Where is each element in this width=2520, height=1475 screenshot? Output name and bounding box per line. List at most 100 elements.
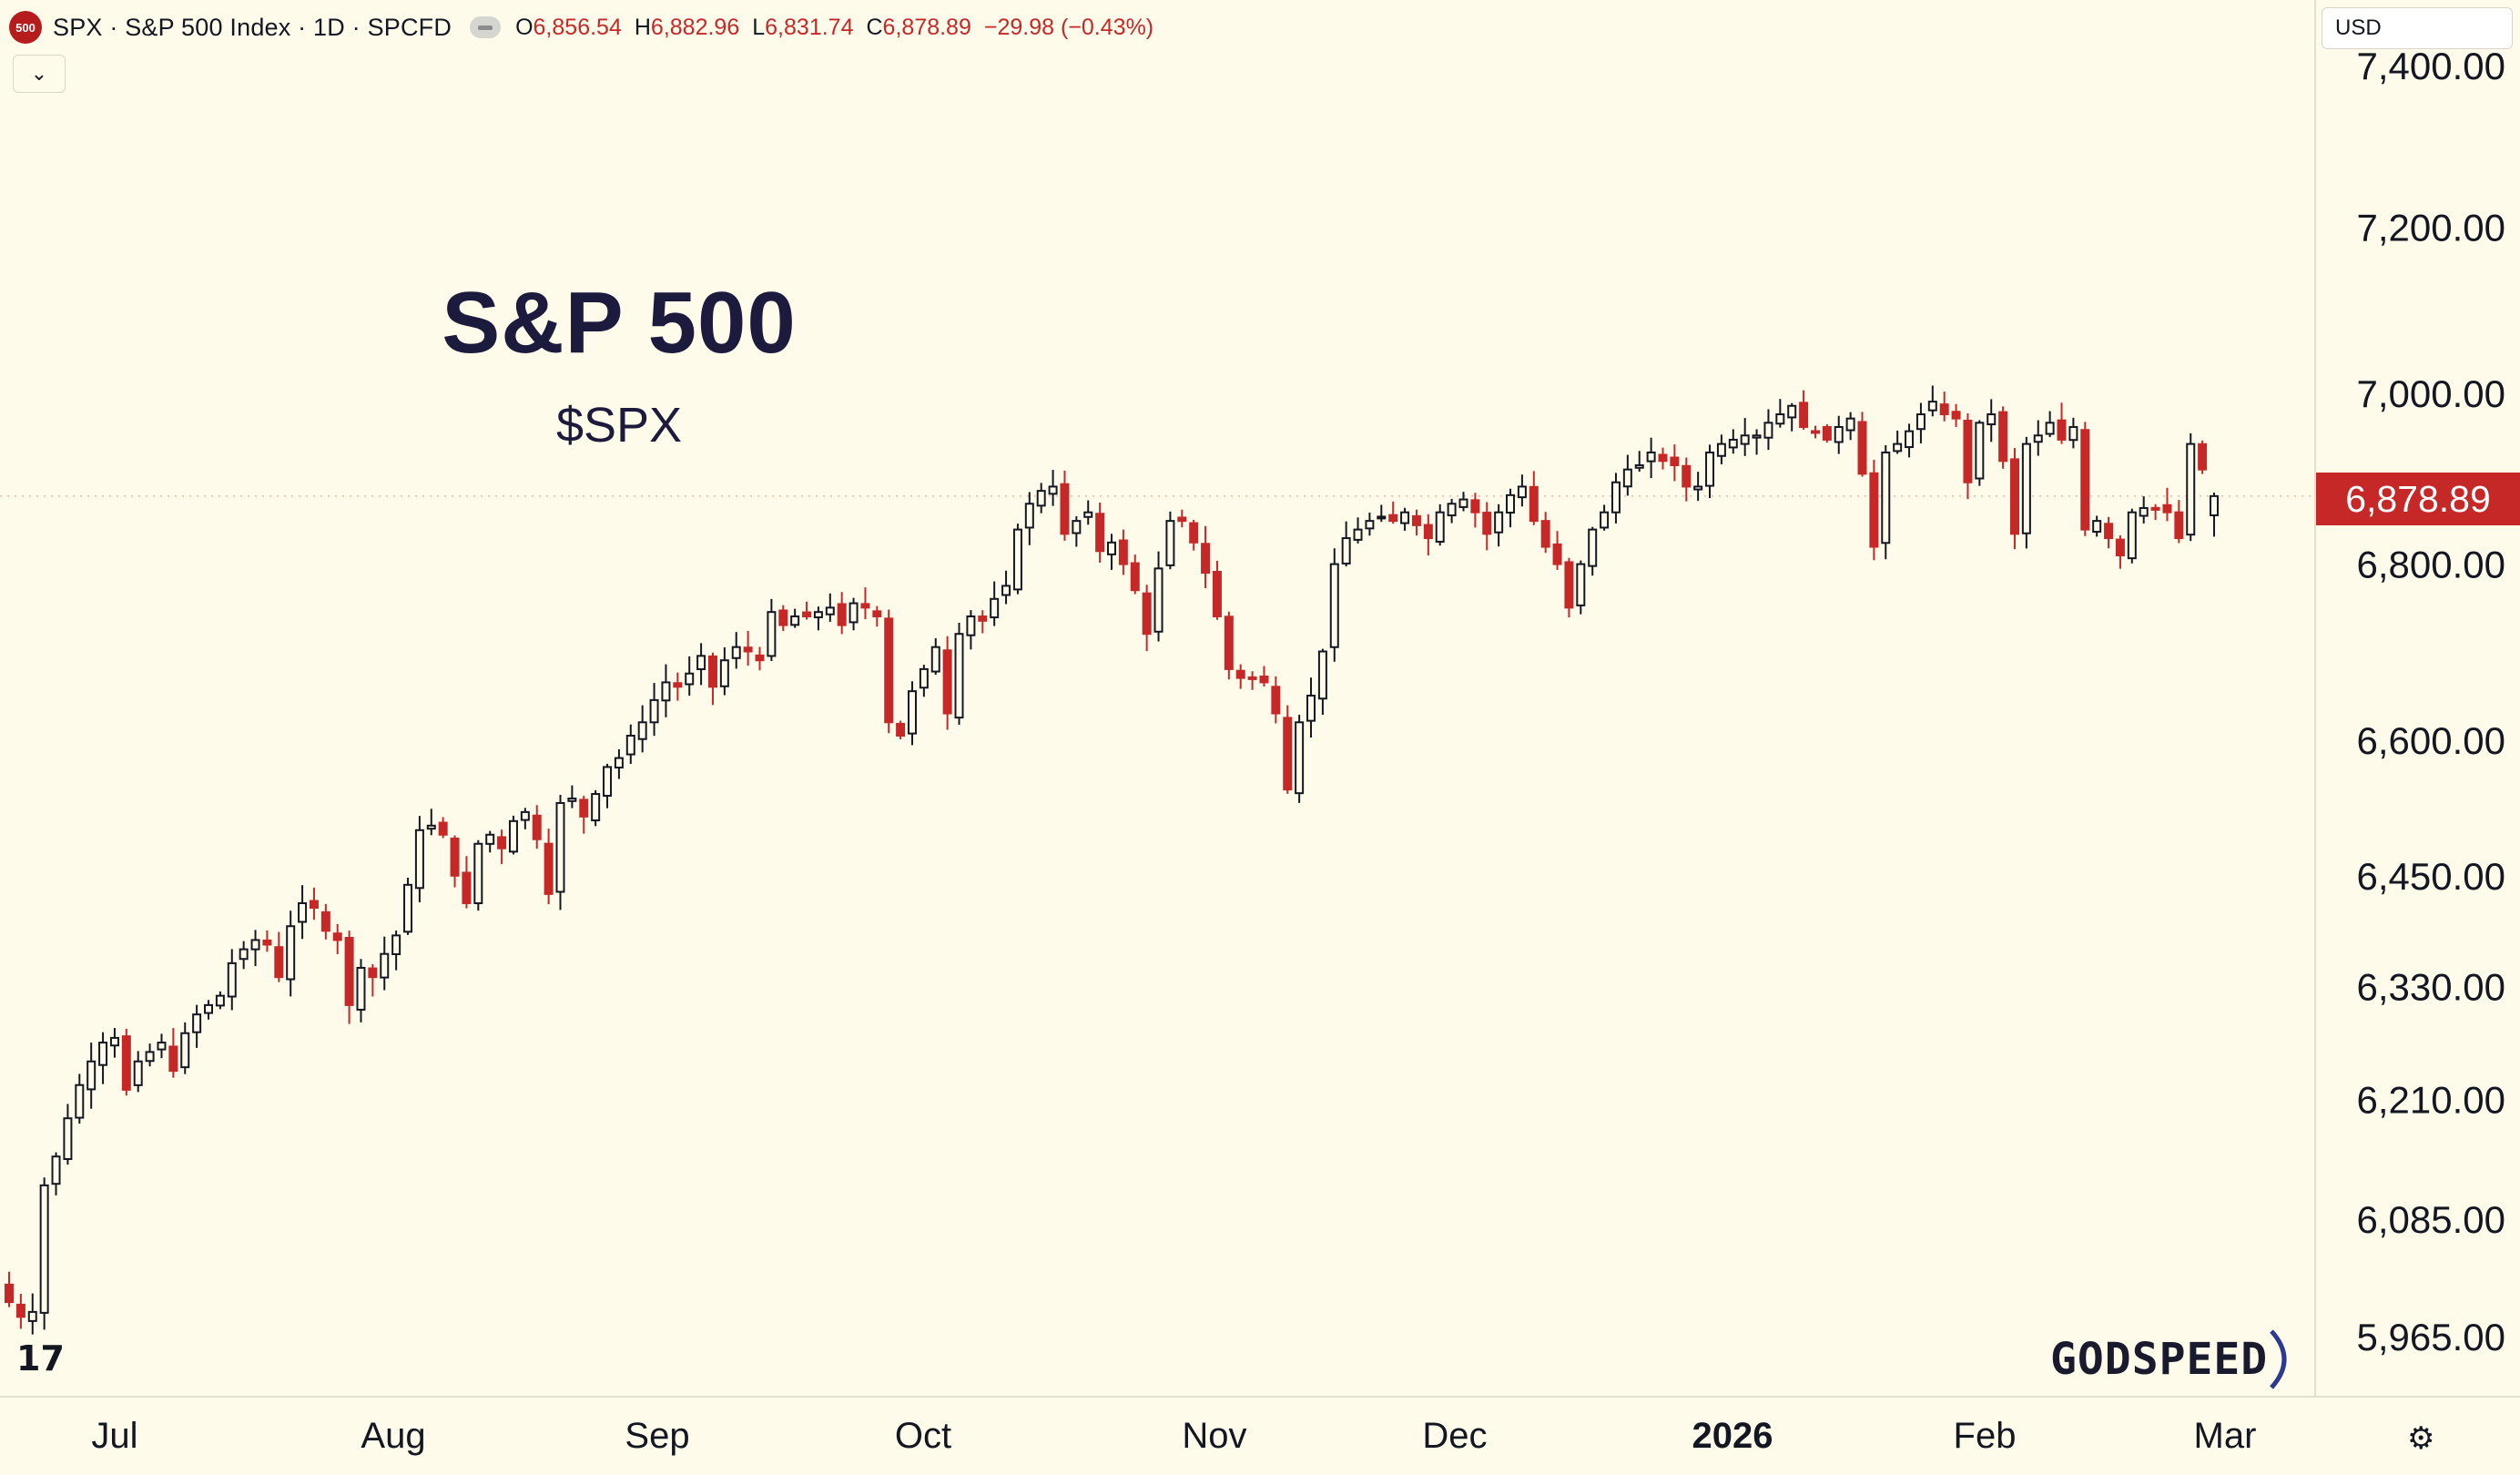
candle — [157, 1033, 167, 1059]
candle — [731, 632, 741, 669]
candle-body — [614, 757, 624, 769]
candle — [825, 593, 835, 622]
candle-body — [485, 833, 495, 845]
candle-body — [391, 934, 401, 955]
candle — [1083, 500, 1093, 525]
collapse-legend-button[interactable]: ⌄ — [13, 55, 66, 93]
candle — [1740, 418, 1750, 456]
price-tick-label: 6,600.00 — [2357, 719, 2506, 762]
candle — [778, 605, 788, 631]
candle — [391, 931, 401, 971]
candle-body — [1857, 421, 1867, 475]
candle — [2210, 493, 2219, 537]
candle-body — [1775, 413, 1785, 425]
candle — [2033, 420, 2043, 456]
candle — [1283, 705, 1293, 794]
candle — [1494, 504, 1504, 547]
candle — [872, 605, 882, 627]
candle — [907, 681, 917, 746]
ohlc-values: O6,856.54 H6,882.96 L6,831.74 C6,878.89 … — [515, 14, 1154, 40]
candle-body — [1905, 430, 1915, 449]
candle-body — [1165, 520, 1175, 566]
candle-body — [884, 617, 894, 724]
candle-body — [1130, 562, 1140, 592]
candle-body — [344, 937, 354, 1006]
candle — [625, 724, 635, 764]
candle-body — [1834, 425, 1844, 443]
candle-body — [1423, 524, 1433, 540]
candle — [813, 606, 823, 631]
candle — [239, 941, 249, 970]
candle-body — [51, 1155, 61, 1185]
candle — [1658, 447, 1668, 470]
candle-body — [1036, 490, 1046, 507]
candle — [603, 763, 613, 809]
candle — [2174, 500, 2184, 544]
candle — [685, 656, 695, 696]
candle — [614, 748, 624, 779]
candle — [262, 930, 272, 952]
symbol-title[interactable]: SPX · S&P 500 Index · 1D · SPCFD — [53, 13, 452, 41]
candle — [1329, 548, 1339, 662]
candle-body — [919, 667, 929, 689]
candle — [1705, 444, 1715, 499]
candle — [2080, 422, 2090, 536]
candle-body — [767, 611, 777, 657]
candle — [51, 1152, 61, 1195]
candle-body — [2174, 511, 2184, 540]
candle-body — [1705, 451, 1715, 487]
candle-body — [1283, 717, 1293, 791]
candle — [1317, 648, 1327, 715]
candle-body — [1341, 537, 1351, 565]
candle — [1987, 399, 1997, 442]
candle-body — [1763, 422, 1773, 439]
candle-body — [368, 967, 378, 979]
candle — [790, 608, 800, 628]
candle-body — [1634, 463, 1644, 469]
tradingview-logo-icon[interactable]: 17 — [16, 1338, 65, 1378]
candle-body — [1682, 464, 1692, 488]
candle-body — [2104, 523, 2114, 540]
candle — [227, 949, 237, 1011]
candle-body — [332, 932, 342, 941]
candle-body — [473, 842, 483, 905]
settings-gear-icon[interactable]: ⚙ — [2407, 1421, 2435, 1456]
candle — [661, 664, 671, 717]
candle — [1341, 521, 1351, 567]
candle — [2092, 515, 2102, 537]
price-tick-label: 7,400.00 — [2357, 45, 2506, 87]
time-tick-label: Jul — [91, 1416, 137, 1456]
candle — [1130, 554, 1140, 595]
candle — [180, 1022, 190, 1074]
candle-body — [942, 649, 952, 715]
candle — [978, 610, 988, 634]
time-tick-label: Nov — [1182, 1416, 1246, 1456]
candle — [414, 816, 424, 902]
candle-body — [1377, 515, 1387, 520]
candle — [1622, 454, 1632, 496]
candle-body — [802, 611, 812, 617]
currency-selector[interactable]: USD — [2322, 7, 2513, 49]
candle — [462, 856, 472, 909]
candle — [1142, 585, 1152, 652]
candle — [2104, 516, 2114, 549]
market-status-icon[interactable] — [470, 16, 502, 38]
time-tick-label: Oct — [895, 1416, 951, 1456]
candle — [215, 991, 225, 1010]
candle-body — [872, 610, 882, 617]
candle-body — [356, 966, 366, 1011]
candle — [192, 1004, 202, 1048]
candle — [1775, 399, 1785, 428]
candle-body — [2045, 422, 2055, 435]
change-value: −29.98 (−0.43%) — [983, 14, 1154, 40]
candle — [848, 597, 859, 631]
candle — [121, 1028, 131, 1096]
candle-body — [274, 946, 284, 979]
candle-body — [567, 797, 577, 802]
candle — [696, 643, 706, 686]
candle-body — [860, 603, 870, 609]
candle-body — [121, 1035, 131, 1091]
candle-body — [1482, 512, 1492, 535]
time-tick-label: Sep — [625, 1416, 689, 1456]
